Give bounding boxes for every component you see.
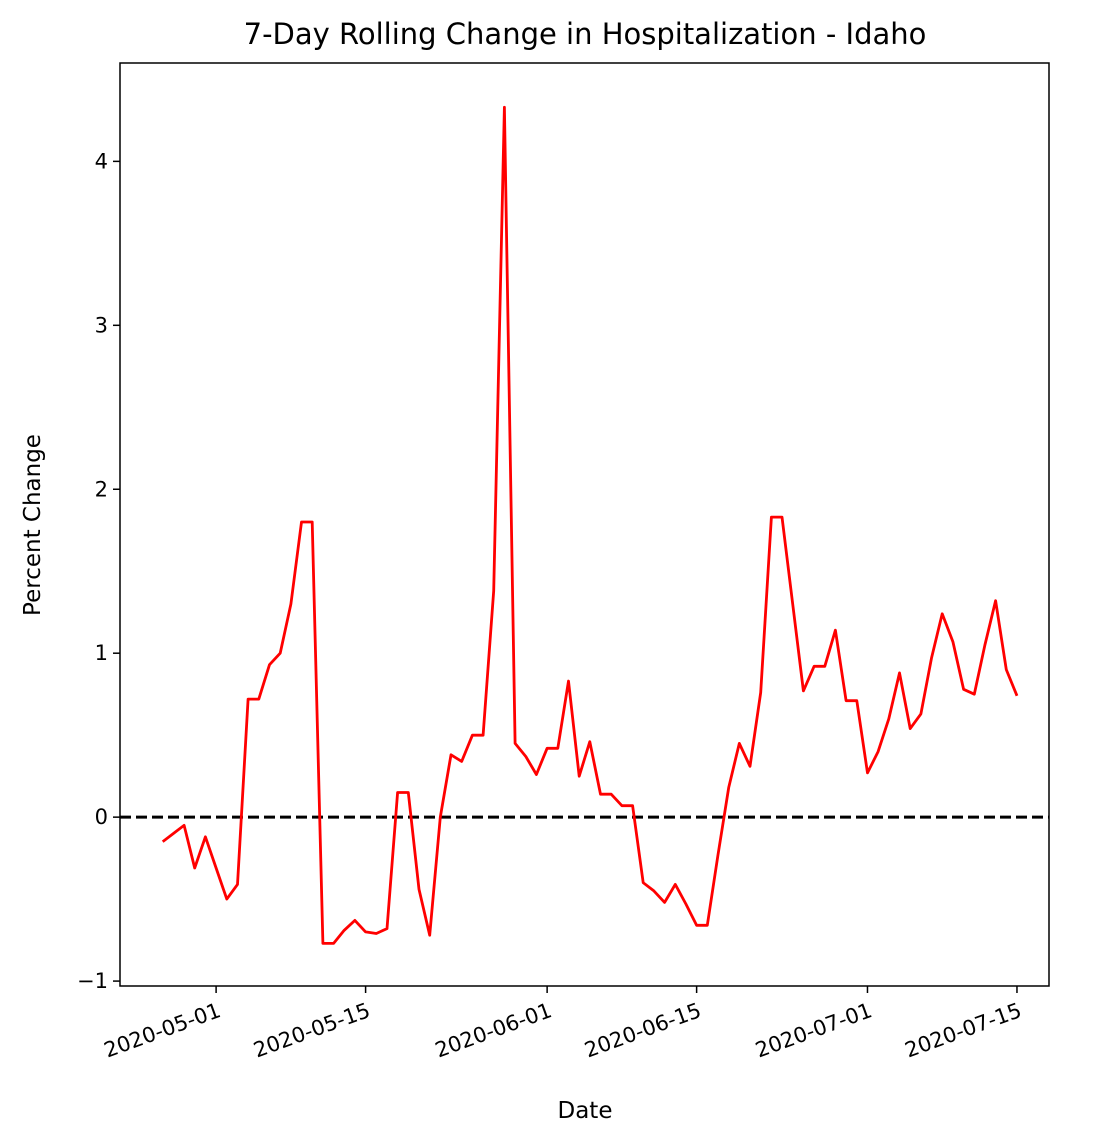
x-axis-label: Date <box>558 1098 613 1124</box>
y-tick-label: 1 <box>95 641 108 665</box>
x-tick-label: 2020-07-01 <box>752 998 875 1062</box>
y-tick-label: 4 <box>95 149 108 173</box>
y-tick-label: −1 <box>77 969 108 993</box>
y-axis-label: Percent Change <box>20 434 46 616</box>
series-line-1 <box>161 105 1019 945</box>
chart-title: 7-Day Rolling Change in Hospitalization … <box>244 17 927 51</box>
plot-area <box>120 105 1049 945</box>
plot-frame <box>119 62 1050 987</box>
x-tick-label: 2020-05-15 <box>250 998 373 1062</box>
x-tick-label: 2020-06-15 <box>581 998 704 1062</box>
y-axis: −1 0 1 2 3 4 <box>77 149 120 993</box>
x-tick-label: 2020-05-01 <box>101 998 224 1062</box>
y-tick-label: 2 <box>95 477 108 501</box>
y-tick-label: 3 <box>95 313 108 337</box>
x-tick-label: 2020-07-15 <box>902 998 1025 1062</box>
x-tick-label: 2020-06-01 <box>432 998 555 1062</box>
y-tick-label: 0 <box>95 805 108 829</box>
x-axis: 2020-05-01 2020-05-15 2020-06-01 2020-06-15… <box>101 986 1025 1062</box>
